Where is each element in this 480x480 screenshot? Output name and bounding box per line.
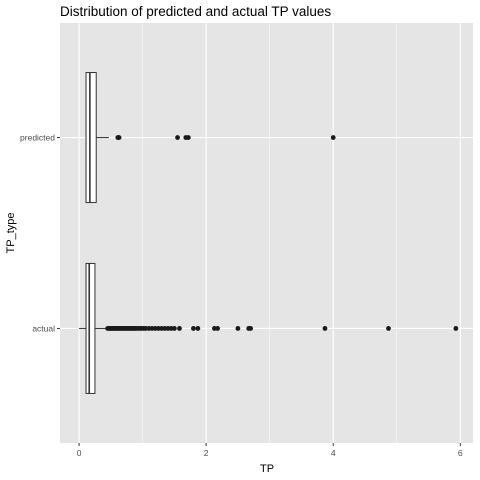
outlier-point — [191, 326, 196, 331]
box-layer — [79, 72, 459, 394]
outlier-point — [116, 135, 122, 140]
x-tick-label: 6 — [458, 448, 463, 458]
chart-title: Distribution of predicted and actual TP … — [60, 4, 331, 19]
outlier-point — [322, 326, 328, 331]
outlier-point — [185, 135, 191, 140]
outlier-point — [330, 135, 336, 140]
y-axis: actual predicted — [20, 133, 60, 333]
outlier-point — [215, 326, 220, 331]
outlier-point — [248, 326, 254, 331]
x-tick-label: 0 — [77, 448, 82, 458]
x-axis: 0 2 4 6 — [77, 443, 463, 458]
outlier-point — [175, 135, 180, 140]
outlier-point — [195, 326, 201, 331]
x-tick-label: 2 — [204, 448, 209, 458]
box-predicted — [85, 72, 336, 204]
outlier-point — [171, 326, 177, 331]
y-axis-title: TP_type — [5, 213, 17, 254]
y-tick-label: predicted — [20, 133, 55, 143]
x-tick-label: 4 — [331, 448, 336, 458]
y-tick-label: actual — [32, 323, 55, 333]
grid-lines — [60, 23, 473, 443]
box-iqr — [85, 262, 96, 394]
outlier-point — [453, 326, 459, 331]
x-axis-title: TP — [260, 463, 274, 475]
box-iqr — [85, 72, 97, 204]
outlier-point — [386, 326, 391, 331]
outlier-point — [177, 326, 182, 331]
outlier-point — [235, 326, 241, 331]
box-actual — [79, 262, 459, 394]
plot-panel — [60, 23, 473, 443]
